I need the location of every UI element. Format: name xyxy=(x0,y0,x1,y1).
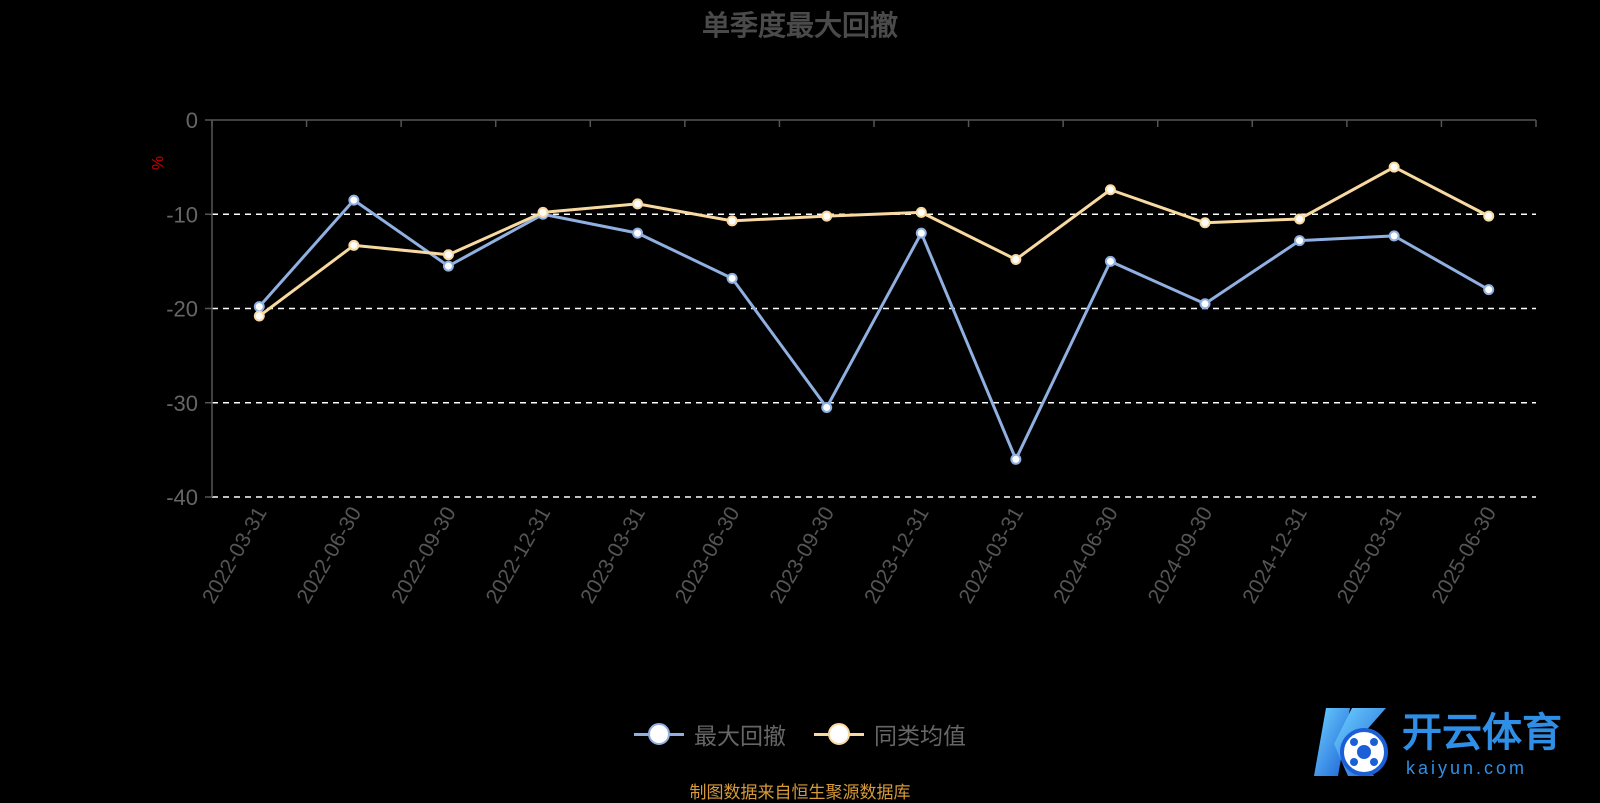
y-tick-label: -40 xyxy=(166,485,198,510)
data-point-1 xyxy=(348,194,360,206)
legend-label-max-drawdown: 最大回撤 xyxy=(694,724,786,750)
y-tick-label: -30 xyxy=(166,391,198,416)
x-tick-label: 2022-06-30 xyxy=(293,503,367,608)
data-point-1 xyxy=(1199,298,1211,310)
watermark-en: kaiyun.com xyxy=(1406,758,1527,778)
x-tick-label: 2023-09-30 xyxy=(765,503,839,608)
data-point-1 xyxy=(253,301,265,313)
x-tick-label: 2023-12-31 xyxy=(860,503,934,608)
data-point-1 xyxy=(1388,230,1400,242)
data-point-2 xyxy=(1388,161,1400,173)
data-point-2 xyxy=(442,249,454,261)
kaiyun-logo: 开云体育 kaiyun.com xyxy=(1314,708,1562,778)
x-tick-label: 2024-03-31 xyxy=(955,503,1029,608)
x-tick-label: 2023-03-31 xyxy=(576,503,650,608)
legend-marker-peer-average xyxy=(814,723,864,745)
data-point-1 xyxy=(442,260,454,272)
x-tick-label: 2024-12-31 xyxy=(1238,503,1312,608)
data-point-2 xyxy=(253,310,265,322)
data-point-2 xyxy=(537,206,549,218)
x-tick-label: 2022-09-30 xyxy=(387,503,461,608)
grid-lines xyxy=(212,213,1536,498)
data-point-1 xyxy=(915,227,927,239)
watermark-cn: 开云体育 xyxy=(1402,711,1562,755)
y-tick-label: -10 xyxy=(166,202,198,227)
legend-item-peer-average[interactable]: 同类均值 xyxy=(814,717,966,751)
legend: 最大回撤 同类均值 xyxy=(0,717,1600,751)
data-point-1 xyxy=(821,401,833,413)
data-point-1 xyxy=(1294,235,1306,247)
x-tick-label: 2023-06-30 xyxy=(671,503,745,608)
x-tick-label: 2022-03-31 xyxy=(198,503,272,608)
legend-item-max-drawdown[interactable]: 最大回撤 xyxy=(634,717,786,751)
data-point-2 xyxy=(1483,210,1495,222)
series-line-2 xyxy=(258,165,1490,318)
axes xyxy=(205,119,1537,498)
data-source-note: 制图数据来自恒生聚源数据库 xyxy=(689,783,911,803)
x-tick-label: 2024-06-30 xyxy=(1049,503,1123,608)
y-tick-label: 0 xyxy=(186,108,198,133)
y-tick-label: -20 xyxy=(166,297,198,322)
x-tick-label: 2022-12-31 xyxy=(482,503,556,608)
data-point-2 xyxy=(726,215,738,227)
data-point-2 xyxy=(821,210,833,222)
data-point-2 xyxy=(348,239,360,251)
data-point-1 xyxy=(1104,255,1116,267)
data-point-1 xyxy=(1010,453,1022,465)
chart-title: 单季度最大回撤 xyxy=(701,9,898,42)
data-point-2 xyxy=(1294,213,1306,225)
legend-label-peer-average: 同类均值 xyxy=(874,724,966,750)
data-point-2 xyxy=(632,198,644,210)
y-axis-label: % xyxy=(148,156,165,170)
data-point-1 xyxy=(726,272,738,284)
series-lines xyxy=(253,161,1495,465)
data-point-2 xyxy=(915,206,927,218)
x-tick-label: 2024-09-30 xyxy=(1144,503,1218,608)
data-point-2 xyxy=(1010,253,1022,265)
data-point-1 xyxy=(632,227,644,239)
x-tick-label: 2025-03-31 xyxy=(1333,503,1407,608)
data-point-2 xyxy=(1199,217,1211,229)
legend-marker-max-drawdown xyxy=(634,723,684,745)
data-point-2 xyxy=(1104,184,1116,196)
series-line-1 xyxy=(258,198,1490,461)
data-point-1 xyxy=(1483,284,1495,296)
x-tick-label: 2025-06-30 xyxy=(1427,503,1501,608)
